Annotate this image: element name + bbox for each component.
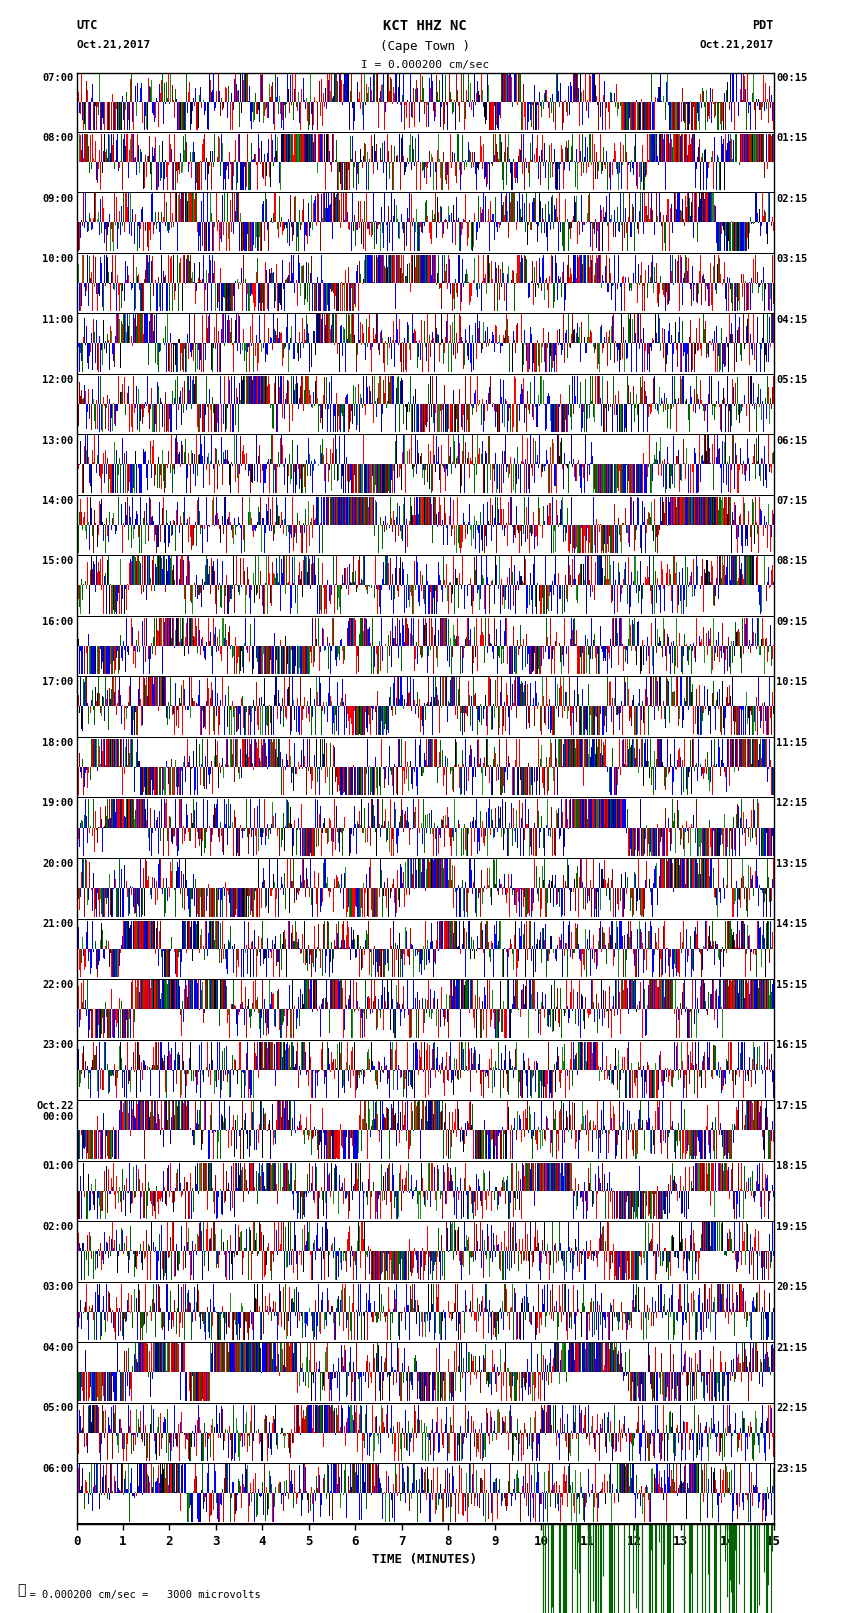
Text: 20:00: 20:00 [42, 858, 74, 869]
Text: 18:00: 18:00 [42, 739, 74, 748]
Text: 19:00: 19:00 [42, 798, 74, 808]
Text: 10:00: 10:00 [42, 255, 74, 265]
Text: 09:00: 09:00 [42, 194, 74, 203]
Text: ⎹: ⎹ [17, 1582, 26, 1597]
Text: 16:00: 16:00 [42, 618, 74, 627]
Text: PDT: PDT [752, 19, 774, 32]
Text: 02:00: 02:00 [42, 1223, 74, 1232]
Text: 12:00: 12:00 [42, 376, 74, 386]
Text: 21:00: 21:00 [42, 919, 74, 929]
Text: 03:00: 03:00 [42, 1282, 74, 1292]
Text: 01:00: 01:00 [42, 1161, 74, 1171]
Text: 07:00: 07:00 [42, 73, 74, 82]
Text: 16:15: 16:15 [776, 1040, 808, 1050]
Text: 05:00: 05:00 [42, 1403, 74, 1413]
Text: 01:15: 01:15 [776, 134, 808, 144]
Text: 05:15: 05:15 [776, 376, 808, 386]
Text: KCT HHZ NC: KCT HHZ NC [383, 19, 467, 34]
Text: 12:15: 12:15 [776, 798, 808, 808]
Text: 18:15: 18:15 [776, 1161, 808, 1171]
Text: 21:15: 21:15 [776, 1342, 808, 1353]
Text: 22:00: 22:00 [42, 979, 74, 990]
Text: 13:15: 13:15 [776, 858, 808, 869]
Text: 08:00: 08:00 [42, 134, 74, 144]
Text: 00:15: 00:15 [776, 73, 808, 82]
Text: 17:00: 17:00 [42, 677, 74, 687]
Text: I = 0.000200 cm/sec: I = 0.000200 cm/sec [361, 60, 489, 69]
Text: (Cape Town ): (Cape Town ) [380, 40, 470, 53]
Text: 15:15: 15:15 [776, 979, 808, 990]
Text: 15:00: 15:00 [42, 556, 74, 566]
Text: 14:00: 14:00 [42, 497, 74, 506]
Text: 23:15: 23:15 [776, 1465, 808, 1474]
Text: 17:15: 17:15 [776, 1100, 808, 1111]
Text: Oct.22
00:00: Oct.22 00:00 [37, 1100, 74, 1123]
Text: UTC: UTC [76, 19, 98, 32]
Text: 07:15: 07:15 [776, 497, 808, 506]
X-axis label: TIME (MINUTES): TIME (MINUTES) [372, 1553, 478, 1566]
Text: 09:15: 09:15 [776, 618, 808, 627]
Text: 14:15: 14:15 [776, 919, 808, 929]
Text: 19:15: 19:15 [776, 1223, 808, 1232]
Text: 08:15: 08:15 [776, 556, 808, 566]
Text: Oct.21,2017: Oct.21,2017 [700, 40, 774, 50]
Text: 11:00: 11:00 [42, 315, 74, 324]
Text: 04:00: 04:00 [42, 1342, 74, 1353]
Text: 22:15: 22:15 [776, 1403, 808, 1413]
Text: 20:15: 20:15 [776, 1282, 808, 1292]
Text: 11:15: 11:15 [776, 739, 808, 748]
Text: Oct.21,2017: Oct.21,2017 [76, 40, 150, 50]
Text: = 0.000200 cm/sec =   3000 microvolts: = 0.000200 cm/sec = 3000 microvolts [17, 1590, 261, 1600]
Text: 13:00: 13:00 [42, 436, 74, 445]
Text: 03:15: 03:15 [776, 255, 808, 265]
Text: 04:15: 04:15 [776, 315, 808, 324]
Text: 06:00: 06:00 [42, 1465, 74, 1474]
Text: 02:15: 02:15 [776, 194, 808, 203]
Text: 10:15: 10:15 [776, 677, 808, 687]
Text: 06:15: 06:15 [776, 436, 808, 445]
Text: 23:00: 23:00 [42, 1040, 74, 1050]
